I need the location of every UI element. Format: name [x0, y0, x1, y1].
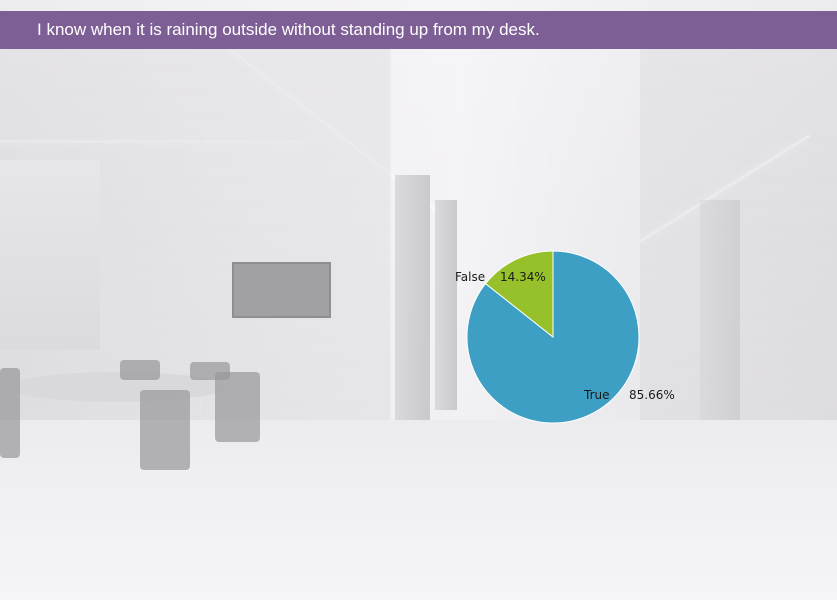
office-window — [0, 160, 106, 350]
corridor-door — [700, 200, 740, 460]
office-chair — [0, 368, 20, 458]
pie-slice-false — [484, 250, 554, 339]
question-header: I know when it is raining outside withou… — [0, 11, 837, 49]
slice-value-true: 85.66% — [629, 388, 675, 402]
office-chair — [140, 390, 190, 470]
ceiling-light — [0, 140, 300, 143]
wall-screen — [232, 262, 331, 318]
corridor-door — [395, 175, 430, 445]
slice-value-false: 14.34% — [500, 270, 546, 284]
office-chair — [120, 360, 160, 380]
corridor-door — [435, 200, 457, 410]
question-text: I know when it is raining outside withou… — [37, 20, 540, 39]
slice-label-true: True — [583, 388, 610, 402]
slice-label-false: False — [455, 270, 485, 284]
office-chair — [215, 372, 260, 442]
corridor-floor — [0, 420, 837, 600]
